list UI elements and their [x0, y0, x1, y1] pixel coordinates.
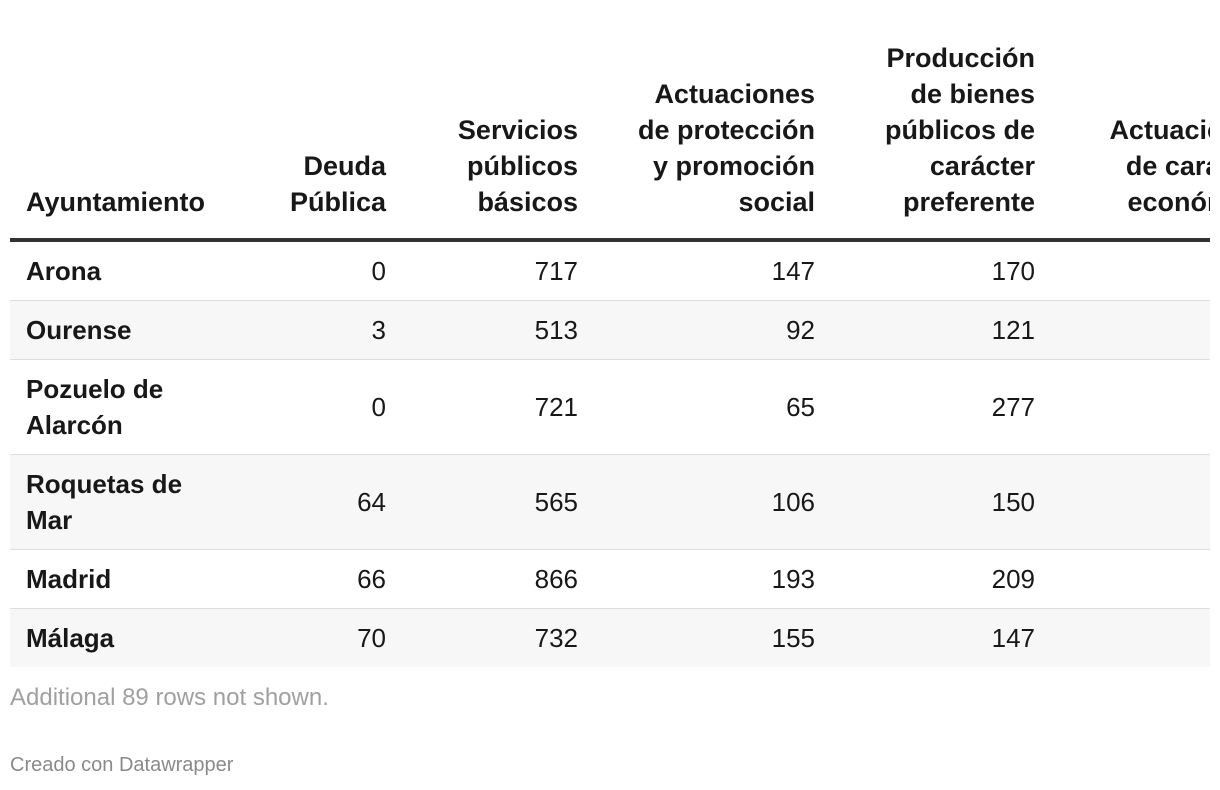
cell-value: 193 [594, 549, 831, 609]
cell-value: 565 [402, 454, 594, 550]
row-name: Roquetas de Mar [10, 454, 236, 550]
cell-clipped [1051, 240, 1210, 301]
column-header-text: Deuda Pública [289, 151, 386, 217]
cell-clipped [1051, 454, 1210, 550]
cell-text: 866 [534, 564, 578, 594]
cell-value: 150 [831, 454, 1051, 550]
cell-value: 277 [831, 359, 1051, 455]
table-body: Arona 0 717 147 170 Ourense 3 513 92 121 Pozuelo d… [10, 240, 1210, 667]
row-name: Arona [10, 240, 236, 301]
cell-text: Ourense [26, 315, 132, 345]
table-container: Ayuntamiento Deuda Pública Servicios públi… [10, 40, 1210, 667]
cell-text: 147 [991, 623, 1035, 653]
cell-text: 717 [534, 256, 578, 286]
cell-value: 513 [402, 300, 594, 360]
notes: Additional 89 rows not shown. [10, 684, 329, 711]
cell-text: 565 [534, 487, 578, 517]
cell-value: 65 [594, 359, 831, 455]
cell-clipped [1051, 300, 1210, 360]
column-header-text: Servicios públicos básicos [457, 115, 578, 217]
cell-value: 721 [402, 359, 594, 455]
cell-text: 64 [357, 487, 386, 517]
cell-text: 70 [357, 623, 386, 653]
column-header-text: Actuaciones de carácter económico [1109, 115, 1210, 217]
row-name: Pozuelo de Alarcón [10, 359, 236, 455]
cell-value: 170 [831, 240, 1051, 301]
cell-value: 717 [402, 240, 594, 301]
cell-text: 147 [771, 256, 815, 286]
column-header-text: Producción de bienes públicos de carácte… [884, 43, 1035, 217]
row-name: Málaga [10, 608, 236, 667]
cell-value: 0 [236, 240, 402, 301]
table: Ayuntamiento Deuda Pública Servicios públi… [10, 40, 1210, 667]
table-row: Ourense 3 513 92 121 [10, 300, 1210, 360]
cell-text: Pozuelo de Alarcón [26, 374, 164, 440]
cell-text: Madrid [26, 564, 112, 594]
cell-text: 0 [371, 392, 386, 422]
cell-text: 721 [534, 392, 578, 422]
column-header: Actuaciones de protección y promoción so… [594, 40, 831, 242]
cell-text: 121 [991, 315, 1035, 345]
cell-text: 65 [786, 392, 815, 422]
cell-value: 209 [831, 549, 1051, 609]
column-header: Actuaciones de carácter económico [1051, 40, 1210, 242]
column-header: Ayuntamiento [10, 40, 236, 242]
cell-value: 732 [402, 608, 594, 667]
cell-text: Málaga [26, 623, 115, 653]
cell-text: 150 [991, 487, 1035, 517]
cell-clipped [1051, 359, 1210, 455]
cell-text: 106 [771, 487, 815, 517]
cell-text: Roquetas de Mar [26, 469, 183, 535]
cell-value: 147 [594, 240, 831, 301]
cell-text: 513 [534, 315, 578, 345]
cell-value: 106 [594, 454, 831, 550]
cell-clipped [1051, 608, 1210, 667]
cell-value: 66 [236, 549, 402, 609]
cell-text: 0 [371, 256, 386, 286]
cell-value: 70 [236, 608, 402, 667]
cell-text: 3 [371, 315, 386, 345]
cell-text: 155 [771, 623, 815, 653]
cell-text: 193 [771, 564, 815, 594]
cell-text: 732 [534, 623, 578, 653]
cell-text: 66 [357, 564, 386, 594]
cell-value: 64 [236, 454, 402, 550]
cell-value: 121 [831, 300, 1051, 360]
cell-text: 277 [991, 392, 1035, 422]
column-header: Producción de bienes públicos de carácte… [831, 40, 1051, 242]
table-row: Málaga 70 732 155 147 [10, 608, 1210, 667]
cell-value: 92 [594, 300, 831, 360]
table-row: Pozuelo de Alarcón 0 721 65 277 [10, 359, 1210, 455]
cell-value: 155 [594, 608, 831, 667]
column-header-text: Actuaciones de protección y promoción so… [637, 79, 815, 217]
row-name: Ourense [10, 300, 236, 360]
header-row: Ayuntamiento Deuda Pública Servicios públi… [10, 40, 1210, 242]
cell-text: Arona [26, 256, 102, 286]
row-name: Madrid [10, 549, 236, 609]
table-row: Arona 0 717 147 170 [10, 240, 1210, 301]
cell-text: 170 [991, 256, 1035, 286]
table-row: Madrid 66 866 193 209 [10, 549, 1210, 609]
cell-value: 866 [402, 549, 594, 609]
cell-value: 0 [236, 359, 402, 455]
cell-value: 3 [236, 300, 402, 360]
column-header: Servicios públicos básicos [402, 40, 594, 242]
table-row: Roquetas de Mar 64 565 106 150 [10, 454, 1210, 550]
credit: Creado con Datawrapper [10, 754, 234, 776]
cell-text: 209 [991, 564, 1035, 594]
column-header-text: Ayuntamiento [26, 187, 206, 217]
cell-value: 147 [831, 608, 1051, 667]
cell-text: 92 [786, 315, 815, 345]
column-header: Deuda Pública [236, 40, 402, 242]
cell-clipped [1051, 549, 1210, 609]
